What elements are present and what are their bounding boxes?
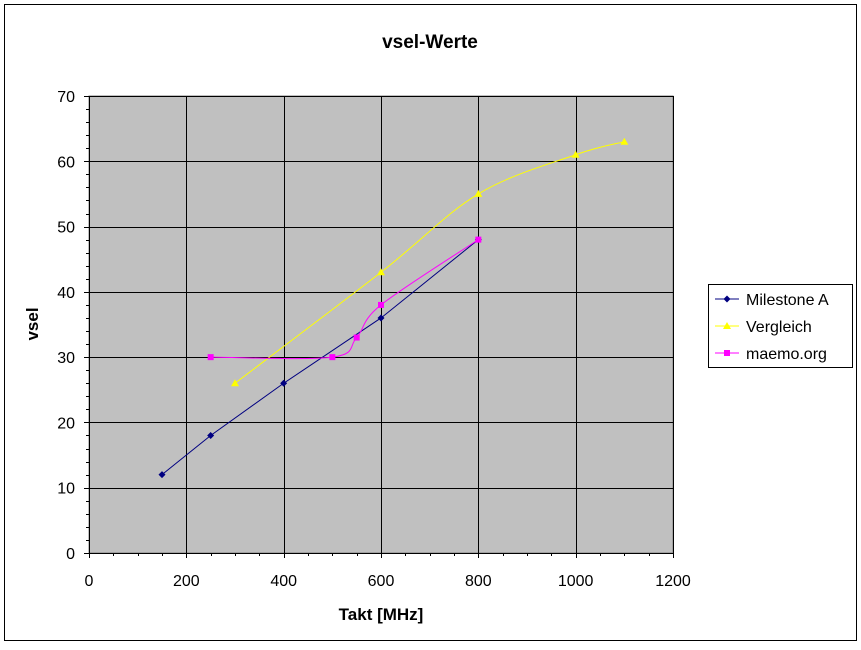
data-point <box>353 334 360 341</box>
data-point <box>207 431 215 439</box>
data-point <box>329 354 336 361</box>
legend-marker <box>723 322 731 329</box>
axes: 0 10 20 30 40 50 60 70 0 200 400 600 800 1000 1200 <box>57 89 691 590</box>
series-0 <box>158 236 482 479</box>
data-point <box>158 471 166 479</box>
x-tick-label: 1000 <box>558 573 594 590</box>
y-tick-label: 60 <box>57 154 75 171</box>
grid-lines <box>89 96 674 553</box>
legend-item: maemo.org <box>715 346 827 363</box>
series-layer <box>158 137 629 479</box>
legend-marker <box>724 350 730 356</box>
y-tick-label: 30 <box>57 350 75 367</box>
y-tick-label: 20 <box>57 415 75 432</box>
x-tick-label: 200 <box>173 573 200 590</box>
y-axis-label: vsel <box>23 307 42 340</box>
data-point <box>280 379 288 387</box>
legend-item: Vergleich <box>715 319 812 336</box>
series-1 <box>231 137 629 387</box>
data-point <box>231 379 239 387</box>
legend-marker <box>723 295 731 303</box>
y-tick-label: 10 <box>57 481 75 498</box>
x-tick-label: 0 <box>85 573 94 590</box>
data-point <box>571 150 580 158</box>
x-axis-label: Takt [MHz] <box>339 605 424 624</box>
series-2 <box>207 236 482 361</box>
legend-label: Vergleich <box>746 319 812 336</box>
y-tick-label: 70 <box>57 89 75 106</box>
x-tick-label: 800 <box>465 573 492 590</box>
data-point <box>475 236 482 243</box>
x-tick-label: 1200 <box>655 573 691 590</box>
x-tick-label: 400 <box>270 573 297 590</box>
legend-label: Milestone A <box>746 292 829 309</box>
legend: Milestone A Vergleich maemo.org <box>708 284 853 368</box>
data-point <box>377 268 385 276</box>
y-tick-label: 50 <box>57 220 75 237</box>
data-point <box>207 354 214 361</box>
chart-title: vsel-Werte <box>382 32 478 53</box>
legend-items: Milestone A Vergleich maemo.org <box>715 292 829 363</box>
data-point <box>474 189 483 197</box>
data-point <box>620 137 629 145</box>
data-point <box>377 314 385 322</box>
x-tick-label: 600 <box>368 573 395 590</box>
data-point <box>378 301 384 308</box>
y-tick-label: 0 <box>66 546 75 563</box>
y-tick-label: 40 <box>57 285 75 302</box>
legend-item: Milestone A <box>715 292 829 309</box>
legend-label: maemo.org <box>746 346 827 363</box>
